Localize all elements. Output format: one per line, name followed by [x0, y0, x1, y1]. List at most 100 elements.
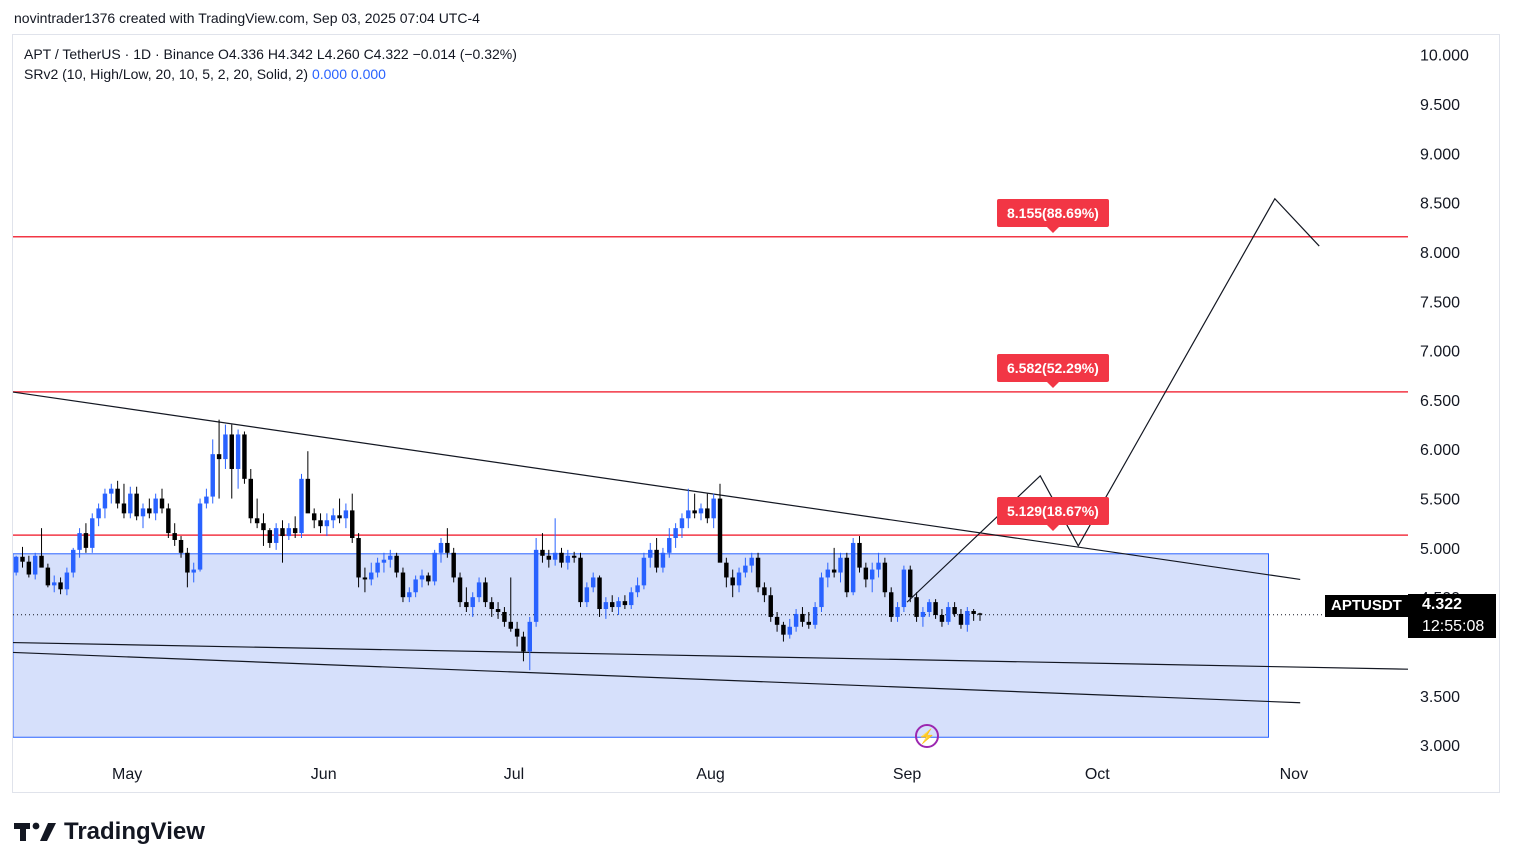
candle[interactable]	[952, 602, 957, 617]
candle[interactable]	[774, 611, 780, 632]
candle[interactable]	[787, 618, 792, 639]
candle[interactable]	[381, 552, 387, 573]
candle[interactable]	[819, 572, 824, 612]
candle[interactable]	[178, 536, 184, 558]
candle[interactable]	[800, 607, 805, 627]
candle[interactable]	[147, 498, 152, 519]
candle[interactable]	[717, 483, 723, 563]
candle[interactable]	[13, 555, 19, 576]
candle[interactable]	[850, 538, 856, 596]
candle[interactable]	[749, 552, 754, 573]
candle[interactable]	[673, 523, 678, 548]
candle[interactable]	[115, 480, 120, 509]
candle[interactable]	[39, 528, 44, 568]
candle[interactable]	[45, 563, 51, 588]
candle[interactable]	[679, 513, 685, 539]
candle[interactable]	[489, 597, 494, 617]
candle[interactable]	[927, 599, 932, 617]
candle[interactable]	[965, 607, 970, 632]
candle[interactable]	[242, 431, 247, 484]
candle[interactable]	[857, 536, 862, 573]
candle[interactable]	[831, 547, 837, 578]
candle[interactable]	[584, 582, 590, 608]
candle[interactable]	[324, 513, 330, 537]
candle[interactable]	[597, 575, 602, 617]
candle[interactable]	[362, 567, 368, 593]
candle[interactable]	[768, 587, 773, 622]
candle[interactable]	[901, 565, 907, 612]
candle[interactable]	[812, 602, 818, 629]
candle[interactable]	[667, 528, 672, 558]
candle[interactable]	[305, 451, 311, 514]
candle[interactable]	[736, 567, 742, 593]
candle[interactable]	[102, 488, 108, 519]
candle[interactable]	[502, 607, 507, 627]
candle[interactable]	[235, 429, 241, 489]
candle[interactable]	[527, 616, 533, 671]
candle[interactable]	[400, 567, 406, 603]
candle[interactable]	[369, 562, 374, 586]
candle[interactable]	[521, 631, 526, 662]
candle[interactable]	[641, 552, 647, 590]
candle[interactable]	[869, 562, 875, 593]
candle[interactable]	[71, 547, 76, 578]
candle[interactable]	[223, 424, 228, 469]
candle[interactable]	[356, 533, 361, 588]
candle[interactable]	[20, 546, 25, 568]
candle[interactable]	[939, 609, 945, 627]
candle[interactable]	[476, 577, 482, 603]
candle[interactable]	[464, 587, 469, 612]
candle[interactable]	[895, 602, 900, 622]
candle[interactable]	[616, 597, 621, 615]
candle[interactable]	[32, 552, 38, 580]
candle[interactable]	[90, 513, 95, 553]
candle[interactable]	[109, 483, 114, 504]
candle[interactable]	[248, 468, 254, 524]
candle[interactable]	[946, 602, 951, 625]
candle[interactable]	[204, 488, 209, 509]
candle[interactable]	[559, 547, 564, 568]
candle[interactable]	[825, 562, 831, 588]
candle[interactable]	[166, 503, 171, 539]
trendline-0[interactable]	[13, 391, 1301, 581]
candle[interactable]	[755, 552, 761, 593]
candle[interactable]	[914, 592, 919, 622]
trendline-1[interactable]	[13, 641, 1408, 670]
lightning-icon[interactable]: ⚡	[915, 724, 939, 748]
candle[interactable]	[83, 523, 89, 553]
candle[interactable]	[343, 503, 349, 529]
candle[interactable]	[64, 567, 70, 596]
candle[interactable]	[483, 577, 488, 608]
candle[interactable]	[394, 552, 399, 578]
candle[interactable]	[724, 557, 729, 588]
candle[interactable]	[96, 503, 101, 527]
candle[interactable]	[159, 488, 165, 514]
candle[interactable]	[330, 508, 336, 529]
candle[interactable]	[267, 528, 273, 548]
candle[interactable]	[622, 595, 628, 610]
candle[interactable]	[762, 582, 767, 603]
candle[interactable]	[280, 520, 285, 563]
candle[interactable]	[654, 538, 659, 573]
candle[interactable]	[58, 577, 63, 595]
candle[interactable]	[838, 552, 843, 583]
candle[interactable]	[692, 493, 697, 519]
candle[interactable]	[698, 503, 704, 521]
candle[interactable]	[920, 607, 926, 627]
candle[interactable]	[730, 569, 735, 598]
candle[interactable]	[565, 549, 571, 570]
candle[interactable]	[648, 542, 653, 568]
candle[interactable]	[407, 587, 412, 603]
chart-frame[interactable]	[12, 34, 1500, 793]
candle[interactable]	[552, 518, 558, 566]
candle[interactable]	[971, 609, 976, 621]
candle[interactable]	[413, 575, 418, 598]
candle[interactable]	[958, 609, 964, 629]
candle[interactable]	[140, 503, 146, 529]
candle[interactable]	[438, 538, 444, 563]
candle[interactable]	[876, 552, 881, 578]
candle[interactable]	[533, 538, 539, 627]
candle[interactable]	[711, 493, 716, 529]
candle[interactable]	[128, 486, 133, 519]
